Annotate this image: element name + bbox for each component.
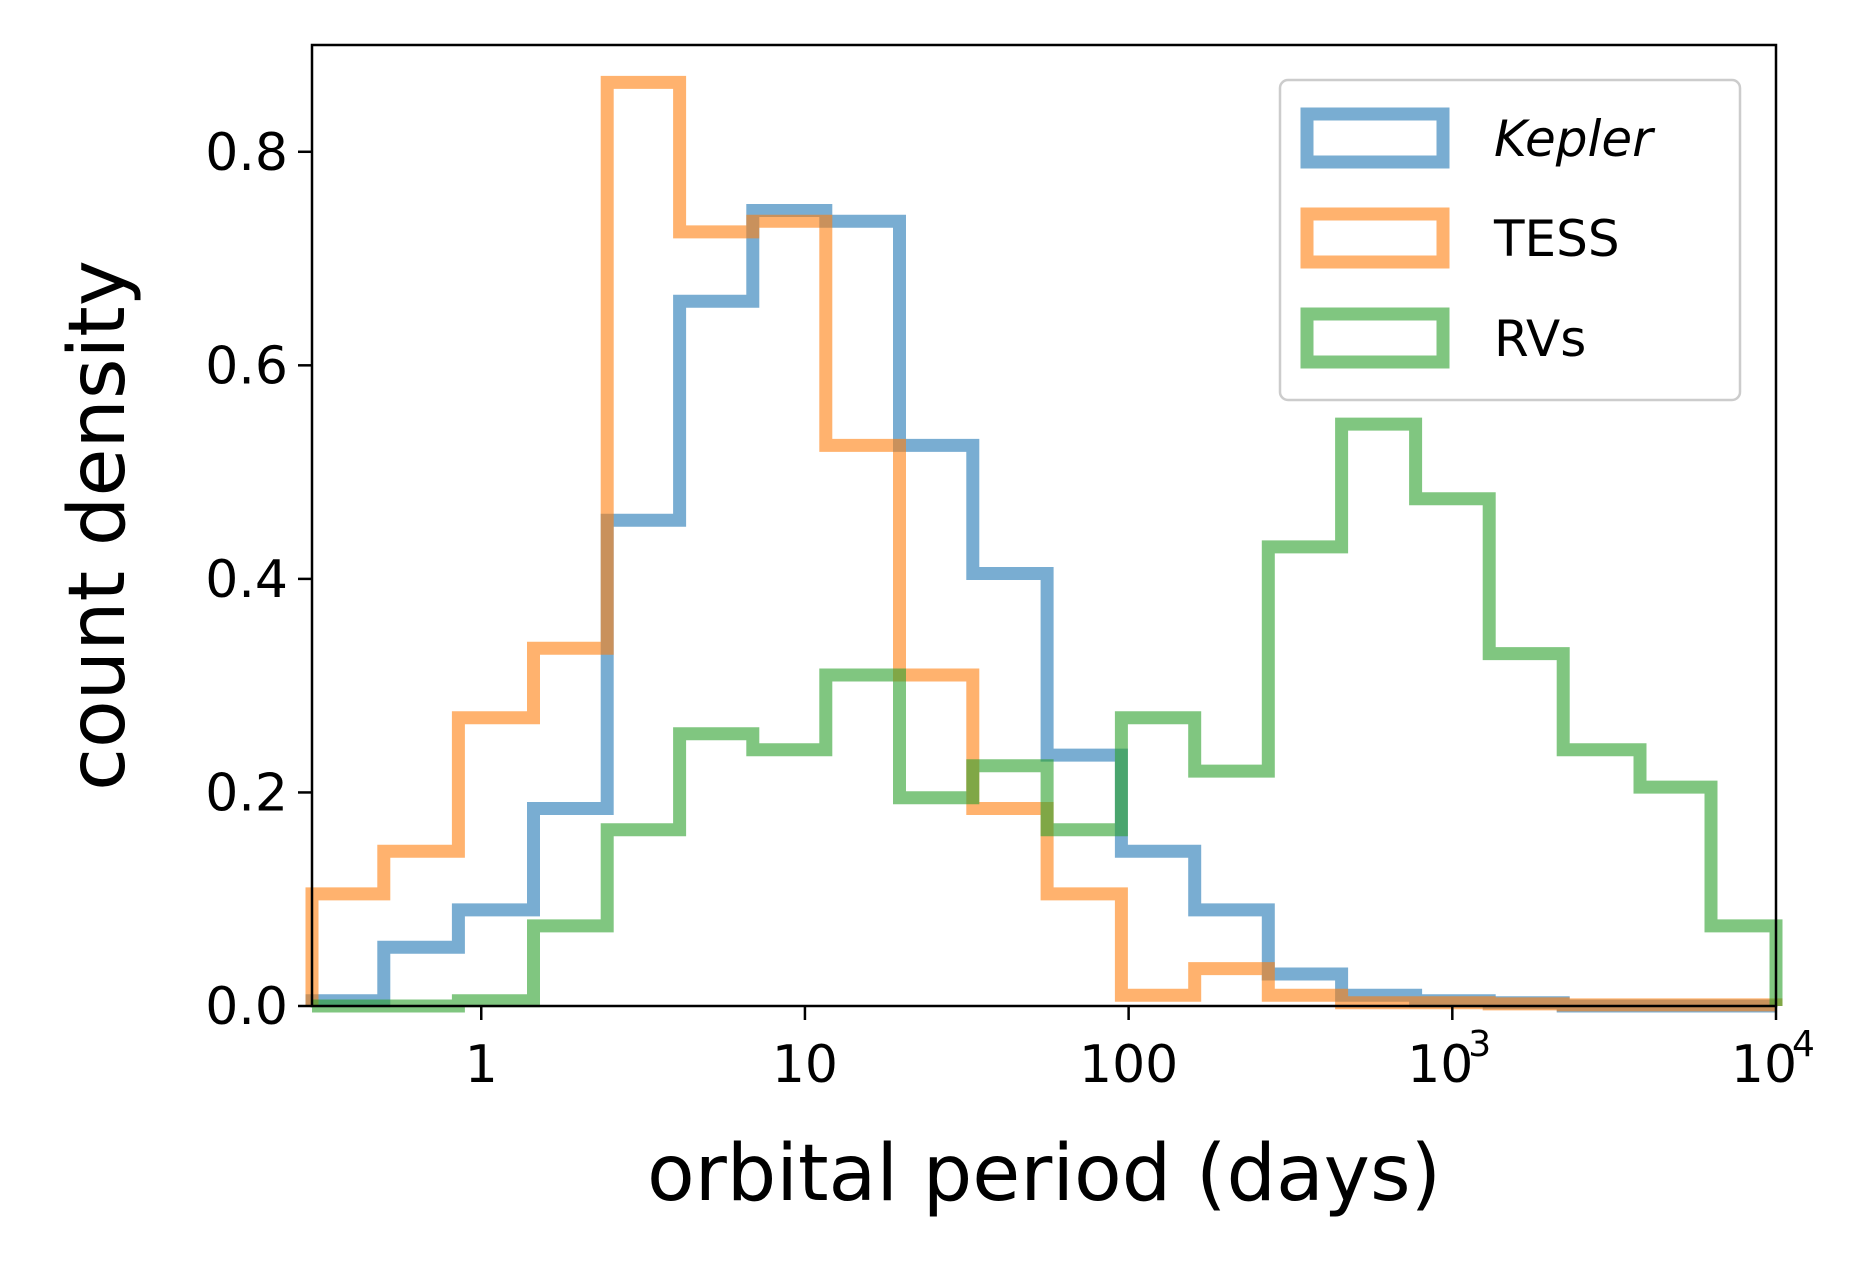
x-axis: 1 10 100 103 104 — [465, 1006, 1815, 1095]
y-tick-label: 0.0 — [205, 977, 288, 1037]
y-tick-label: 0.6 — [205, 336, 288, 396]
series-rvs-step — [312, 417, 1783, 1013]
y-tick-label: 0.2 — [205, 763, 288, 823]
legend-label-tess: TESS — [1493, 210, 1620, 268]
series-tess-step — [305, 75, 1783, 1012]
legend-label-kepler: Kepler — [1494, 110, 1656, 168]
x-tick-label: 10 — [1407, 1035, 1473, 1095]
y-tick-label: 0.8 — [205, 123, 288, 183]
legend-swatch-tess — [1300, 207, 1450, 269]
y-axis: 0.0 0.2 0.4 0.6 0.8 — [205, 123, 312, 1037]
y-axis-label: count density — [53, 260, 143, 791]
legend: Kepler TESS RVs — [1278, 78, 1742, 402]
x-tick-label: 100 — [1079, 1035, 1178, 1095]
x-tick-label: 10 — [1731, 1035, 1797, 1095]
series-kepler-step — [305, 204, 1776, 1013]
legend-label-rvs: RVs — [1494, 310, 1586, 368]
x-tick-exponent: 3 — [1468, 1024, 1491, 1065]
x-tick-label: 10 — [772, 1035, 838, 1095]
plot-frame — [310, 43, 1778, 1008]
y-tick-label: 0.4 — [205, 550, 288, 610]
x-tick-label: 1 — [465, 1035, 498, 1095]
x-tick-exponent: 4 — [1792, 1024, 1815, 1065]
x-axis-label: orbital period (days) — [647, 1129, 1441, 1219]
series-layer — [305, 75, 1783, 1013]
legend-swatch-rvs — [1300, 307, 1450, 369]
legend-swatch-kepler — [1300, 107, 1450, 169]
